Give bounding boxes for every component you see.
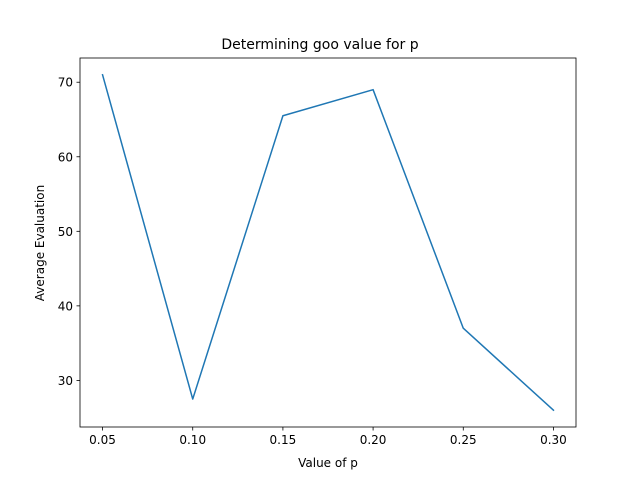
- x-tick-label: 0.20: [360, 433, 387, 447]
- series-line-0: [101, 73, 555, 412]
- x-axis-label: Value of p: [298, 456, 358, 470]
- x-tick-label: 0.10: [179, 433, 206, 447]
- plot-frame: [79, 57, 577, 428]
- x-tick-label: 0.25: [450, 433, 477, 447]
- x-tick-label: 0.15: [270, 433, 297, 447]
- x-tick-label: 0.30: [540, 433, 567, 447]
- x-tick-label: 0.05: [89, 433, 116, 447]
- y-tick-label: 70: [58, 76, 73, 90]
- chart-title: Determining goo value for p: [221, 37, 418, 53]
- y-tick-label: 60: [58, 150, 73, 164]
- y-axis-label: Average Evaluation: [33, 185, 47, 301]
- plot-area: 0.05 0.10 0.15 0.20 0.25 0.30 30 40 50 60 70: [58, 57, 577, 447]
- y-tick-label: 30: [58, 374, 73, 388]
- y-tick-label: 50: [58, 225, 73, 239]
- y-tick-label: 40: [58, 299, 73, 313]
